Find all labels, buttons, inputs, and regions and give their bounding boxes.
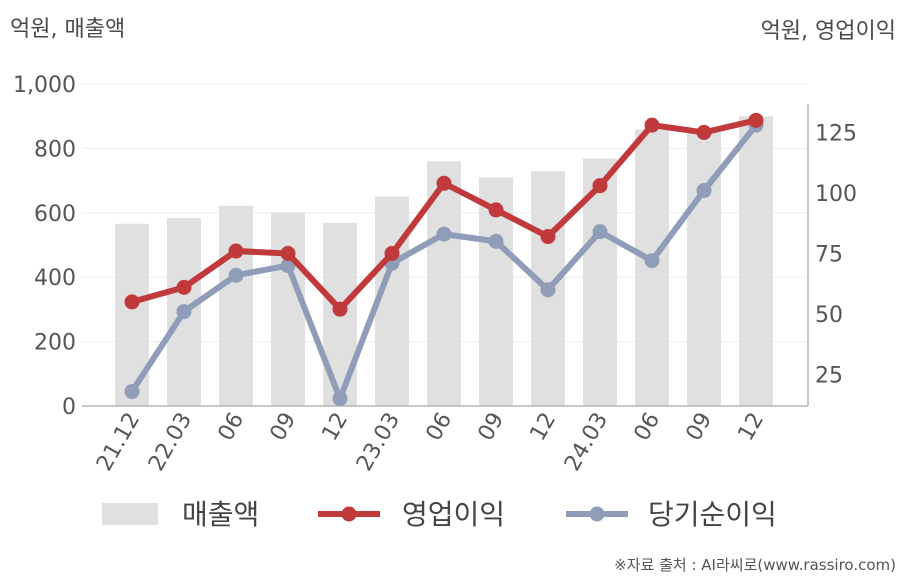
operating-profit-point bbox=[592, 178, 608, 194]
x-tick-label: 12 bbox=[526, 409, 562, 446]
operating-profit-point bbox=[748, 112, 764, 128]
legend-marker-operating-profit bbox=[341, 506, 357, 522]
operating-profit-point bbox=[228, 243, 244, 259]
left-tick-label: 600 bbox=[34, 202, 76, 227]
legend-marker-net-income bbox=[589, 506, 605, 522]
operating-profit-point bbox=[696, 124, 712, 140]
right-tick-label: 25 bbox=[815, 364, 843, 389]
axes bbox=[82, 104, 809, 407]
legend-label-revenue: 매출액 bbox=[182, 498, 259, 531]
source-note: ※자료 출처 : AI라씨로(www.rassiro.com) bbox=[614, 556, 896, 574]
operating-profit-point bbox=[540, 229, 556, 245]
x-tick-label: 23.03 bbox=[352, 409, 405, 476]
x-tick-label: 06 bbox=[422, 409, 458, 446]
x-tick-label: 09 bbox=[682, 409, 718, 446]
net-income-point bbox=[540, 282, 556, 298]
revenue-bar bbox=[687, 128, 721, 406]
operating-profit-point bbox=[124, 294, 140, 310]
net-income-point bbox=[488, 233, 504, 249]
legend-swatch-revenue bbox=[102, 503, 158, 525]
right-tick-label: 125 bbox=[815, 121, 857, 146]
legend-label-net-income: 당기순이익 bbox=[648, 498, 777, 531]
left-tick-label: 1,000 bbox=[13, 73, 76, 98]
operating-profit-point bbox=[176, 279, 192, 295]
net-income-point bbox=[696, 183, 712, 199]
revenue-bar bbox=[739, 116, 773, 406]
net-income-point bbox=[124, 383, 140, 399]
left-axis-ticks: 0 200 400 600 800 1,000 bbox=[13, 73, 76, 420]
x-tick-label: 09 bbox=[474, 409, 510, 446]
left-tick-label: 200 bbox=[34, 331, 76, 356]
operating-profit-point bbox=[488, 202, 504, 218]
operating-profit-point bbox=[436, 175, 452, 191]
net-income-point bbox=[592, 224, 608, 240]
x-tick-label: 21.12 bbox=[92, 409, 145, 476]
x-tick-label: 24.03 bbox=[560, 409, 613, 476]
net-income-point bbox=[332, 391, 348, 407]
x-tick-label: 22.03 bbox=[144, 409, 197, 476]
left-tick-label: 400 bbox=[34, 266, 76, 291]
revenue-bar bbox=[375, 196, 409, 406]
net-income-point bbox=[436, 226, 452, 242]
net-income-point bbox=[644, 253, 660, 269]
net-income-point bbox=[176, 304, 192, 320]
net-income-point bbox=[228, 267, 244, 283]
x-tick-label: 12 bbox=[318, 409, 354, 446]
operating-profit-point bbox=[332, 301, 348, 317]
operating-profit-point bbox=[384, 245, 400, 261]
right-tick-label: 100 bbox=[815, 182, 857, 207]
revenue-bar bbox=[219, 205, 253, 406]
revenue-bars bbox=[115, 116, 773, 406]
line-series bbox=[124, 112, 764, 407]
x-tick-label: 06 bbox=[630, 409, 666, 446]
legend-label-operating-profit: 영업이익 bbox=[402, 498, 505, 531]
x-tick-label: 09 bbox=[266, 409, 302, 446]
left-axis-unit-label: 억원, 매출액 bbox=[10, 17, 125, 42]
legend: 매출액 영업이익 당기순이익 bbox=[102, 498, 777, 531]
right-axis-ticks: 25 50 75 100 125 bbox=[815, 121, 857, 388]
left-tick-label: 800 bbox=[34, 137, 76, 162]
left-tick-label: 0 bbox=[62, 395, 76, 420]
right-tick-label: 75 bbox=[815, 242, 843, 267]
x-tick-label: 06 bbox=[214, 409, 250, 446]
operating-profit-point bbox=[280, 245, 296, 261]
operating-profit-point bbox=[644, 117, 660, 133]
x-tick-label: 12 bbox=[734, 409, 770, 446]
revenue-bar bbox=[271, 212, 305, 406]
right-tick-label: 50 bbox=[815, 303, 843, 328]
right-axis-unit-label: 억원, 영업이익 bbox=[761, 19, 896, 44]
